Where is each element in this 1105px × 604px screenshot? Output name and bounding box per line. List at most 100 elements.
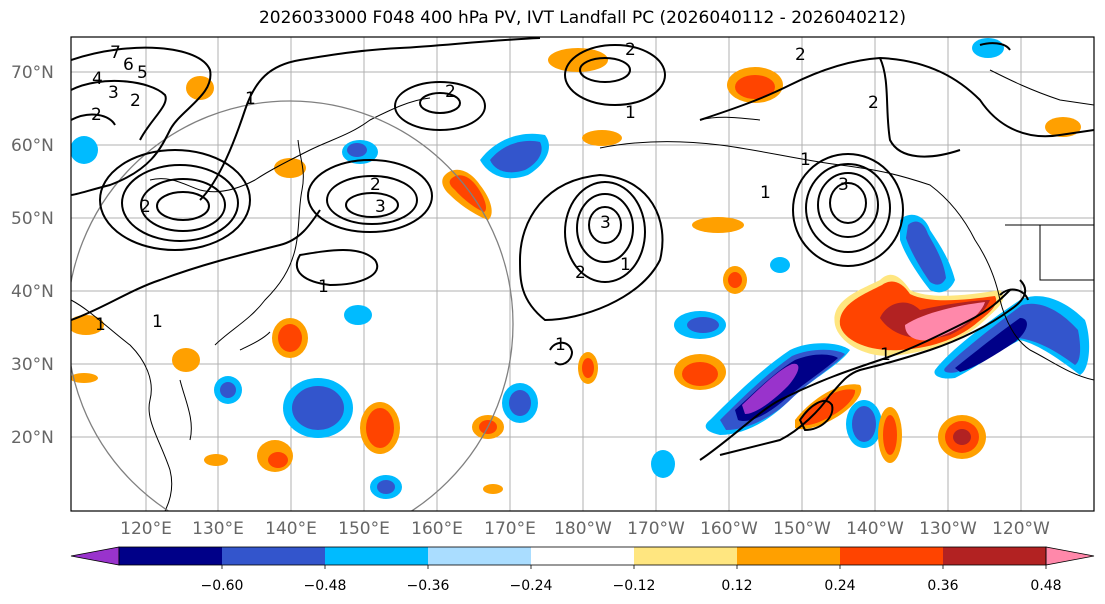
distance-circle: [71, 100, 514, 511]
contour-label: 6: [123, 55, 134, 75]
map-frame: [70, 36, 1095, 512]
contour-label: 2: [625, 40, 636, 60]
lon-label: 160°W: [700, 519, 758, 539]
lon-label: 170°E: [484, 519, 536, 539]
pv-blob: [268, 452, 288, 468]
pv-blob: [682, 362, 718, 386]
contour-label: 2: [91, 105, 102, 125]
pv-blob: [220, 382, 236, 398]
lat-label: 70°N: [11, 63, 54, 83]
pv-blob: [292, 386, 344, 430]
colorbar-bin: [840, 547, 944, 565]
pv-blob: [852, 406, 876, 442]
colorbar-bin: [119, 547, 223, 565]
colorbar-label: −0.60: [201, 578, 244, 594]
colorbar-label: −0.24: [510, 578, 553, 594]
pv-blob: [509, 390, 531, 416]
pv-blob: [800, 389, 856, 426]
colorbar-extend-low: [70, 546, 120, 566]
colorbar-label: −0.12: [613, 578, 656, 594]
contour-label: 1: [800, 150, 811, 170]
pv-blob: [71, 373, 98, 383]
pv-blob: [483, 484, 503, 494]
pv-blob: [347, 143, 367, 157]
colorbar-label: −0.48: [304, 578, 347, 594]
contour-label: 2: [868, 93, 879, 113]
contour-label: 2: [575, 263, 586, 283]
colorbar-bin: [325, 547, 429, 565]
pv-blob: [71, 136, 98, 164]
pv-blob: [204, 454, 228, 466]
pv-blob: [905, 302, 985, 341]
lon-label: 130°E: [192, 519, 244, 539]
contour-label: 3: [375, 197, 386, 217]
contour-label: 2: [130, 91, 141, 111]
contour-label: 2: [140, 197, 151, 217]
pv-blob: [490, 140, 542, 173]
contour-label: 1: [555, 335, 566, 355]
colorbar-bin: [737, 547, 841, 565]
pv-blob: [687, 317, 719, 333]
pv-blob: [366, 408, 394, 448]
contour-label: 1: [318, 277, 329, 297]
lon-label: 130°W: [919, 519, 977, 539]
pv-blob: [582, 130, 622, 146]
pv-blob: [735, 75, 775, 99]
colorbar-label: 0.24: [824, 578, 855, 594]
colorbar-bin: [634, 547, 738, 565]
pv-blob: [377, 480, 395, 494]
pv-blob: [955, 318, 1027, 372]
contour-label: 3: [838, 175, 849, 195]
pv-blob: [972, 38, 1004, 58]
pv-blob: [883, 415, 897, 455]
pv-blob: [274, 158, 306, 178]
contour-labels: 7 6 5 4 3 2 2 1 1 2 2 2 1 2 3 1 2 3 1 1 …: [91, 40, 891, 365]
pv-blob: [582, 358, 594, 378]
pv-blob: [548, 48, 608, 72]
lon-label: 120°E: [120, 519, 172, 539]
contour-label: 1: [95, 315, 106, 335]
lon-label: 120°W: [992, 519, 1050, 539]
contour-label: 2: [445, 82, 456, 102]
contours: [71, 37, 1094, 461]
pv-blob: [186, 76, 214, 100]
contour-label: 4: [92, 69, 103, 89]
contour-label: 1: [620, 255, 631, 275]
pv-blob: [278, 324, 302, 352]
pv-blob: [344, 305, 372, 325]
contour-label: 1: [245, 89, 256, 109]
contour-label: 7: [110, 43, 121, 63]
colorbar-bin: [531, 547, 635, 565]
pv-blob: [651, 450, 675, 478]
colorbar-label: 0.48: [1030, 578, 1061, 594]
pv-blob: [172, 348, 200, 372]
coastlines: [71, 69, 1094, 511]
contour-label: 1: [152, 312, 163, 332]
colorbar: −0.60 −0.48 −0.36 −0.24 −0.12 0.12 0.24 0.36 0.4…: [70, 546, 1095, 594]
lon-label: 140°E: [265, 519, 317, 539]
lat-label: 20°N: [11, 428, 54, 448]
contour-label: 2: [370, 175, 381, 195]
pv-blob: [692, 217, 744, 233]
pv-blob: [742, 363, 799, 414]
lat-label: 50°N: [11, 209, 54, 229]
longitude-labels: 120°E 130°E 140°E 150°E 160°E 170°E 180°…: [120, 519, 1050, 539]
lon-label: 150°W: [773, 519, 831, 539]
lon-label: 170°W: [627, 519, 685, 539]
lon-label: 140°W: [846, 519, 904, 539]
lat-label: 40°N: [11, 282, 54, 302]
colorbar-bin: [943, 547, 1047, 565]
contour-label: 5: [137, 63, 148, 83]
pv-blob: [906, 221, 946, 285]
lon-label: 150°E: [338, 519, 390, 539]
colorbar-frame: [118, 546, 1047, 566]
contour-label: 1: [625, 103, 636, 123]
map-title: 2026033000 F048 400 hPa PV, IVT Landfall…: [258, 8, 906, 28]
lat-label: 30°N: [11, 355, 54, 375]
latitude-labels: 70°N 60°N 50°N 40°N 30°N 20°N: [11, 63, 54, 448]
contour-label: 2: [795, 45, 806, 65]
pv-blob: [953, 429, 971, 445]
colorbar-bin: [428, 547, 532, 565]
colorbar-label: −0.36: [407, 578, 450, 594]
